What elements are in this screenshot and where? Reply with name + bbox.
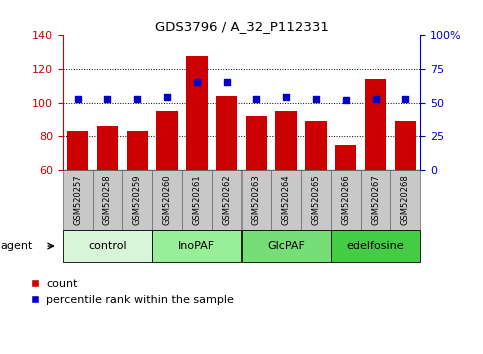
Bar	[365, 79, 386, 170]
Point	[312, 96, 320, 102]
Text: agent: agent	[0, 241, 32, 251]
Text: InoPAF: InoPAF	[178, 241, 215, 251]
Point	[253, 96, 260, 102]
Bar	[301, 170, 331, 230]
Bar	[242, 170, 271, 230]
Bar	[152, 170, 182, 230]
Bar	[271, 170, 301, 230]
Bar	[63, 230, 152, 262]
Text: GSM520261: GSM520261	[192, 175, 201, 225]
Text: GSM520259: GSM520259	[133, 175, 142, 225]
Bar	[305, 121, 327, 170]
Point	[104, 96, 112, 102]
Point	[223, 80, 230, 85]
Bar	[361, 170, 390, 230]
Point	[193, 80, 201, 85]
Point	[372, 96, 380, 102]
Text: edelfosine: edelfosine	[347, 241, 404, 251]
Text: GSM520265: GSM520265	[312, 175, 320, 225]
Bar	[97, 126, 118, 170]
Legend: count, percentile rank within the sample: count, percentile rank within the sample	[25, 275, 238, 309]
Bar	[216, 96, 237, 170]
Bar	[122, 170, 152, 230]
Text: control: control	[88, 241, 127, 251]
Bar	[63, 170, 93, 230]
Point	[342, 97, 350, 103]
Text: GSM520267: GSM520267	[371, 175, 380, 225]
Bar	[246, 116, 267, 170]
Bar	[242, 230, 331, 262]
Bar	[331, 170, 361, 230]
Point	[163, 95, 171, 100]
Bar	[331, 230, 420, 262]
Point	[282, 95, 290, 100]
Text: GSM520263: GSM520263	[252, 175, 261, 225]
Text: GlcPAF: GlcPAF	[267, 241, 305, 251]
Bar	[93, 170, 122, 230]
Bar	[67, 131, 88, 170]
Title: GDS3796 / A_32_P112331: GDS3796 / A_32_P112331	[155, 20, 328, 33]
Bar	[156, 111, 178, 170]
Bar	[275, 111, 297, 170]
Text: GSM520260: GSM520260	[163, 175, 171, 225]
Bar	[152, 230, 242, 262]
Point	[133, 96, 141, 102]
Text: GSM520262: GSM520262	[222, 175, 231, 225]
Text: GSM520266: GSM520266	[341, 175, 350, 225]
Bar	[395, 121, 416, 170]
Text: GSM520268: GSM520268	[401, 175, 410, 225]
Text: GSM520257: GSM520257	[73, 175, 82, 225]
Bar	[390, 170, 420, 230]
Point	[401, 96, 409, 102]
Bar	[186, 56, 208, 170]
Bar	[182, 170, 212, 230]
Point	[74, 96, 82, 102]
Text: GSM520258: GSM520258	[103, 175, 112, 225]
Text: GSM520264: GSM520264	[282, 175, 291, 225]
Bar	[212, 170, 242, 230]
Bar	[127, 131, 148, 170]
Bar	[335, 145, 356, 170]
